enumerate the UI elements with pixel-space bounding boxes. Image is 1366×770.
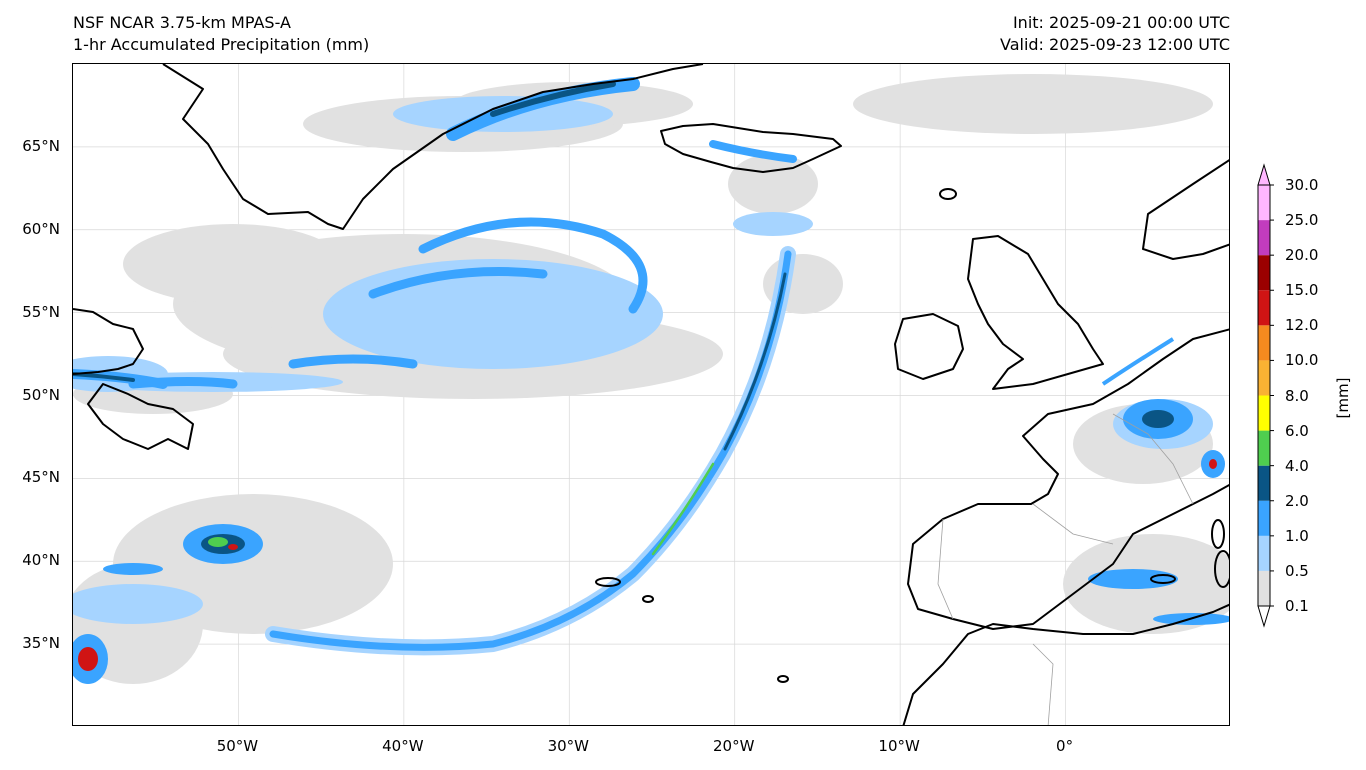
coastlines xyxy=(73,64,1229,725)
africa-coast xyxy=(902,603,1229,725)
greenland-coast xyxy=(162,64,704,230)
colorbar-segment xyxy=(1258,255,1270,291)
lon-tick-label: 0° xyxy=(1056,737,1074,755)
colorbar-level-label: 8.0 xyxy=(1285,386,1309,405)
precip-map xyxy=(73,64,1229,725)
lat-tick-label: 50°N xyxy=(22,385,60,404)
map-panel xyxy=(72,63,1230,726)
colorbar-level-label: 30.0 xyxy=(1285,176,1319,194)
colorbar-segment xyxy=(1258,325,1270,361)
europe-coast xyxy=(907,328,1229,630)
colorbar-segment xyxy=(1258,185,1270,221)
colorbar-units: [mm] xyxy=(1334,377,1352,419)
colorbar-segment xyxy=(1258,500,1270,536)
colorbar-segment xyxy=(1258,535,1270,571)
cold-front-band xyxy=(265,246,796,656)
colorbar-segment xyxy=(1258,570,1270,606)
model-title: NSF NCAR 3.75-km MPAS-A xyxy=(73,13,291,32)
colorbar-level-label: 1.0 xyxy=(1285,526,1309,545)
azores-coast-1 xyxy=(595,577,621,587)
init-time: Init: 2025-09-21 00:00 UTC xyxy=(1012,13,1230,32)
colorbar-level-label: 4.0 xyxy=(1285,456,1309,475)
colorbar-level-label: 10.0 xyxy=(1285,351,1319,370)
title-right: Init: 2025-09-21 00:00 UTC Valid: 2025-0… xyxy=(1000,12,1230,56)
colorbar-level-label: 12.0 xyxy=(1285,316,1319,335)
colorbar-segment xyxy=(1258,465,1270,501)
lon-tick-label: 20°W xyxy=(712,737,755,755)
country-borders xyxy=(937,413,1194,725)
colorbar-level-label: 25.0 xyxy=(1285,211,1319,230)
lon-tick-label: 30°W xyxy=(547,737,589,755)
lon-tick-label: 40°W xyxy=(382,737,424,755)
lat-tick-label: 65°N xyxy=(22,136,60,155)
corsica-coast xyxy=(1211,519,1225,549)
field-title: 1-hr Accumulated Precipitation (mm) xyxy=(73,35,370,54)
colorbar-segment xyxy=(1258,430,1270,466)
title-left: NSF NCAR 3.75-km MPAS-A 1-hr Accumulated… xyxy=(73,12,369,56)
azores-coast-2 xyxy=(642,595,654,603)
lat-tick-label: 55°N xyxy=(22,302,60,321)
lat-tick-label: 45°N xyxy=(22,468,60,487)
convective-cluster-sw xyxy=(73,524,263,684)
colorbar-level-label: 2.0 xyxy=(1285,491,1309,510)
colorbar-segment xyxy=(1258,220,1270,256)
iceland-coast xyxy=(660,123,842,173)
colorbar-level-label: 15.0 xyxy=(1285,281,1319,300)
colorbar-extend-min xyxy=(1257,605,1271,628)
colorbar-segment xyxy=(1258,290,1270,326)
ireland-coast xyxy=(894,313,964,380)
newfoundland-coast xyxy=(87,383,194,450)
sardinia-coast xyxy=(1214,550,1229,588)
norway-coast xyxy=(1142,159,1229,260)
europe-precip xyxy=(1088,337,1229,625)
colorbar-level-label: 0.1 xyxy=(1285,597,1309,615)
colorbar xyxy=(1257,163,1274,628)
lat-tick-label: 60°N xyxy=(22,219,60,238)
colorbar-segment xyxy=(1258,360,1270,396)
balearic-coast xyxy=(1150,574,1176,584)
lat-tick-label: 40°N xyxy=(22,551,60,570)
precipitation-field xyxy=(73,74,1229,684)
madeira-coast xyxy=(777,675,789,683)
colorbar-level-label: 0.5 xyxy=(1285,561,1309,580)
colorbar-level-label: 6.0 xyxy=(1285,421,1309,440)
britain-coast xyxy=(967,235,1104,390)
colorbar-extend-max xyxy=(1257,163,1271,186)
colorbar-level-label: 20.0 xyxy=(1285,246,1319,265)
lon-tick-label: 10°W xyxy=(878,737,920,755)
colorbar-segment xyxy=(1258,395,1270,431)
lat-tick-label: 35°N xyxy=(22,634,60,653)
faroe-coast xyxy=(939,188,957,200)
valid-time: Valid: 2025-09-23 12:00 UTC xyxy=(999,35,1230,54)
labrador-coast xyxy=(73,308,144,375)
greenland-precip xyxy=(446,77,797,163)
lon-tick-label: 50°W xyxy=(216,737,259,755)
